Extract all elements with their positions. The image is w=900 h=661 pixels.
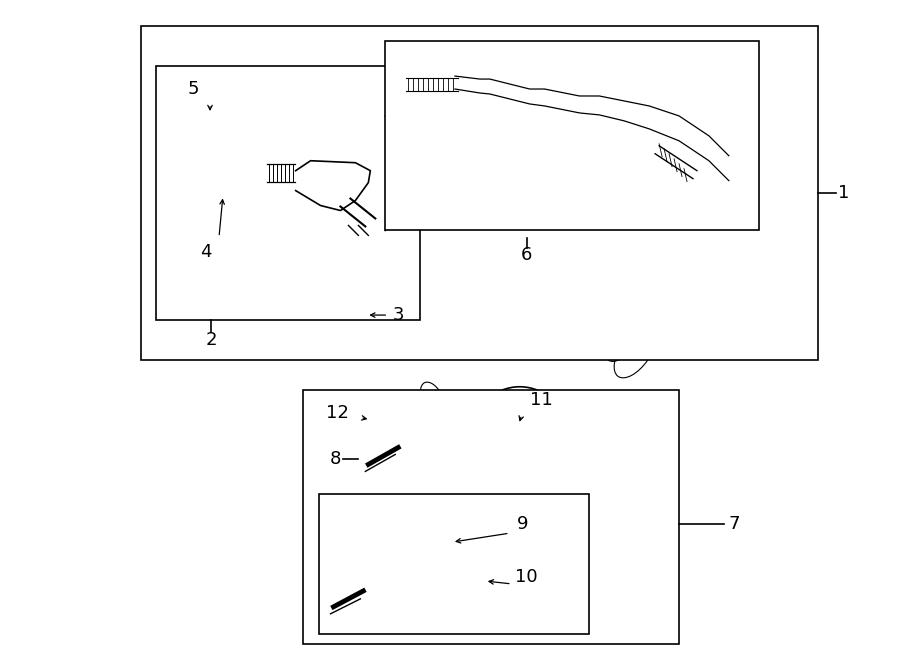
- Text: 10: 10: [516, 568, 538, 586]
- Bar: [157, 66, 420, 320]
- Text: 3: 3: [392, 306, 404, 324]
- Text: 5: 5: [187, 80, 199, 98]
- Text: 11: 11: [530, 391, 553, 408]
- Text: 2: 2: [205, 331, 217, 349]
- Bar: [141, 26, 818, 360]
- Text: 12: 12: [326, 404, 349, 422]
- Text: 4: 4: [201, 243, 212, 261]
- Text: 1: 1: [838, 184, 849, 202]
- Bar: [302, 390, 679, 644]
- Bar: [385, 41, 759, 231]
- Bar: [319, 494, 590, 634]
- Text: 8: 8: [329, 450, 341, 469]
- Text: 6: 6: [521, 247, 533, 264]
- Text: 9: 9: [517, 515, 528, 533]
- Text: 7: 7: [728, 515, 740, 533]
